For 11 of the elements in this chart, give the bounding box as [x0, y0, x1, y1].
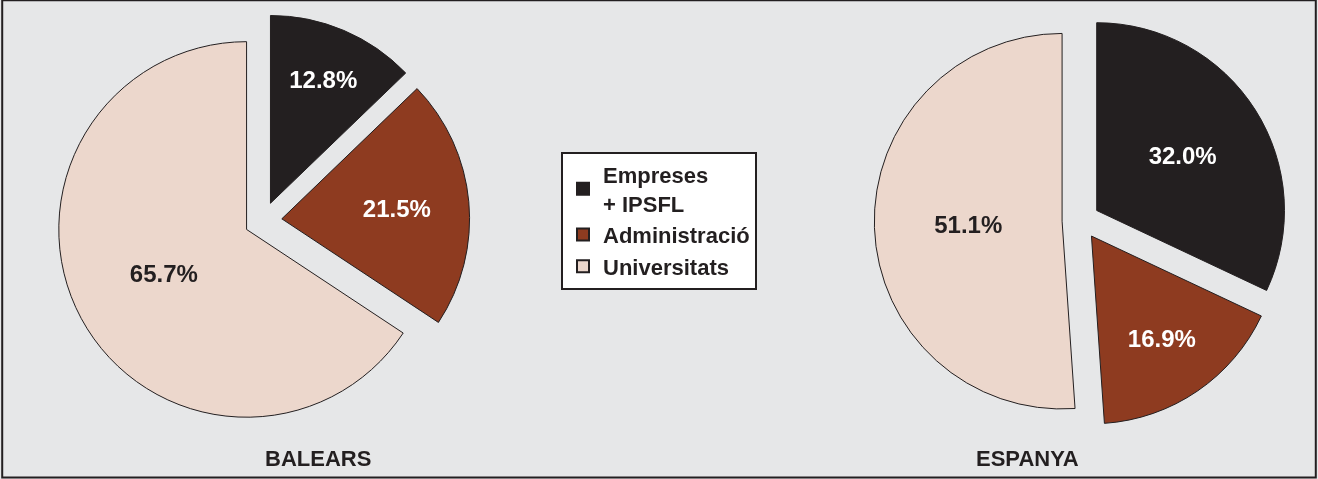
- text: ESPANYA: [976, 446, 1079, 471]
- data-label: 51.1%: [934, 210, 1003, 238]
- data-label: 12.8%: [289, 65, 358, 93]
- data-label: 65.7%: [129, 260, 198, 288]
- data-label: 32.0%: [1148, 142, 1217, 170]
- data-label: 16.9%: [1127, 325, 1196, 353]
- data-label: 21.5%: [362, 194, 431, 222]
- legend-label: Universitats: [603, 254, 729, 280]
- legend-label: Empreses + IPSFL: [603, 162, 709, 217]
- legend-label: Administració: [603, 223, 750, 249]
- text: BALEARS: [265, 446, 372, 471]
